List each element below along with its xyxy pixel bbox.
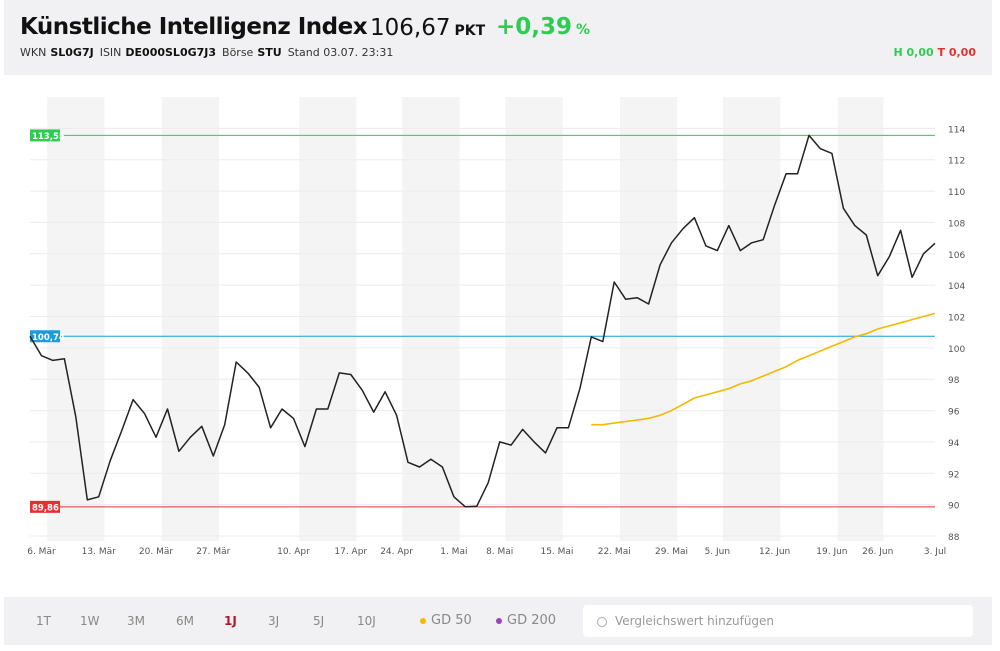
y-tick-label: 90 xyxy=(948,502,960,512)
meta-value: DE000SL0G7J3 xyxy=(125,46,217,59)
range-button[interactable]: 3M xyxy=(127,614,145,628)
x-tick-label: 22. Mai xyxy=(598,547,631,557)
y-tick-label: 94 xyxy=(948,439,960,449)
indicator-label: GD 200 xyxy=(507,613,557,628)
price-unit: PKT xyxy=(454,23,486,39)
y-tick-label: 112 xyxy=(948,157,965,167)
y-tick-label: 100 xyxy=(948,345,965,355)
y-tick-label: 108 xyxy=(948,219,965,229)
x-tick-label: 1. Mai xyxy=(440,547,467,557)
price-value: 106,67 xyxy=(370,15,451,41)
change: +0,39% xyxy=(496,14,590,40)
reference-label: 100,74 xyxy=(32,333,65,343)
x-tick-label: 19. Jun xyxy=(816,547,847,557)
search-placeholder: Vergleichswert hinzufügen xyxy=(615,614,775,628)
high-low: H 0,00 T 0,00 xyxy=(893,46,976,59)
x-tick-label: 8. Mai xyxy=(486,547,513,557)
price: 106,67 PKT xyxy=(370,15,485,41)
range-button[interactable]: 1J xyxy=(224,614,237,628)
series-line xyxy=(591,312,936,426)
indicator-toggle[interactable]: GD 200 xyxy=(496,613,556,628)
low: T 0,00 xyxy=(937,46,976,59)
x-tick-label: 12. Jun xyxy=(759,547,790,557)
range-button[interactable]: 1T xyxy=(36,614,51,628)
x-tick-label: 13. Mär xyxy=(82,547,116,557)
band xyxy=(47,97,105,541)
range-button[interactable]: 10J xyxy=(357,614,376,628)
x-tick-label: 6. Mär xyxy=(27,547,56,557)
meta-value: STU xyxy=(257,46,282,59)
y-tick-label: 102 xyxy=(948,314,965,324)
indicator-label: GD 50 xyxy=(431,613,472,628)
band xyxy=(299,97,357,541)
stand: Stand 03.07. 23:31 xyxy=(287,46,394,59)
reference-label-box xyxy=(30,500,60,513)
x-tick-label: 10. Apr xyxy=(277,547,310,557)
meta: WKN SL0G7J ISIN DE000SL0G7J3 Börse STU Stand 0… xyxy=(20,46,393,59)
header: Künstliche Intelligenz Index 106,67 PKT +… xyxy=(4,0,992,75)
change-unit: % xyxy=(576,22,591,38)
footer: Vergleichswert hinzufügen 1T 1W 3M 6M 1J 3J 5J… xyxy=(4,597,992,645)
y-tick-label: 104 xyxy=(948,282,965,292)
x-tick-label: 20. Mär xyxy=(139,547,173,557)
x-tick-label: 17. Apr xyxy=(334,547,367,557)
range-button[interactable]: 3J xyxy=(268,614,280,628)
y-tick-label: 110 xyxy=(948,188,965,198)
change-value: +0,39 xyxy=(496,14,573,40)
band xyxy=(837,97,884,541)
title: Künstliche Intelligenz Index xyxy=(20,14,368,40)
meta-key: Börse xyxy=(222,46,254,59)
y-tick-label: 98 xyxy=(948,376,960,386)
y-tick-label: 92 xyxy=(948,470,959,480)
band xyxy=(619,97,678,541)
x-tick-label: 15. Mai xyxy=(540,547,573,557)
reference-label-box xyxy=(30,129,60,142)
x-tick-label: 27. Mär xyxy=(196,547,230,557)
y-tick-label: 106 xyxy=(948,251,965,261)
y-tick-label: 96 xyxy=(948,408,960,418)
range-button[interactable]: 1W xyxy=(80,614,100,628)
indicator-toggle[interactable]: GD 50 xyxy=(420,613,472,628)
indicator-dot xyxy=(496,617,502,624)
band xyxy=(402,97,460,541)
range-button[interactable]: 5J xyxy=(313,614,325,628)
meta-key: WKN xyxy=(20,46,47,59)
reference-label: 89,86 xyxy=(32,503,59,513)
reference-label: 113,55 xyxy=(32,132,65,142)
y-tick-label: 114 xyxy=(948,125,965,135)
x-tick-label: 26. Jun xyxy=(862,547,893,557)
x-tick-label: 5. Jun xyxy=(705,547,731,557)
chart: 88 90 92 94 96 98 100 102 104 106 108 110 112 114 6. M… xyxy=(27,97,965,557)
y-tick-label: 88 xyxy=(948,533,960,543)
x-tick-label: 29. Mai xyxy=(655,547,688,557)
series-line xyxy=(29,134,936,508)
x-tick-label: 3. Jul xyxy=(924,547,946,557)
indicator-dot xyxy=(420,617,426,624)
band xyxy=(505,97,563,541)
range-button[interactable]: 6M xyxy=(176,614,194,628)
high: H 0,00 xyxy=(893,46,934,59)
band xyxy=(723,97,781,541)
reference-label-box xyxy=(30,330,60,343)
x-tick-label: 24. Apr xyxy=(380,547,413,557)
band xyxy=(161,97,220,541)
meta-value: SL0G7J xyxy=(50,46,94,59)
search-box[interactable]: Vergleichswert hinzufügen xyxy=(583,605,973,637)
meta-key: ISIN xyxy=(99,46,122,59)
